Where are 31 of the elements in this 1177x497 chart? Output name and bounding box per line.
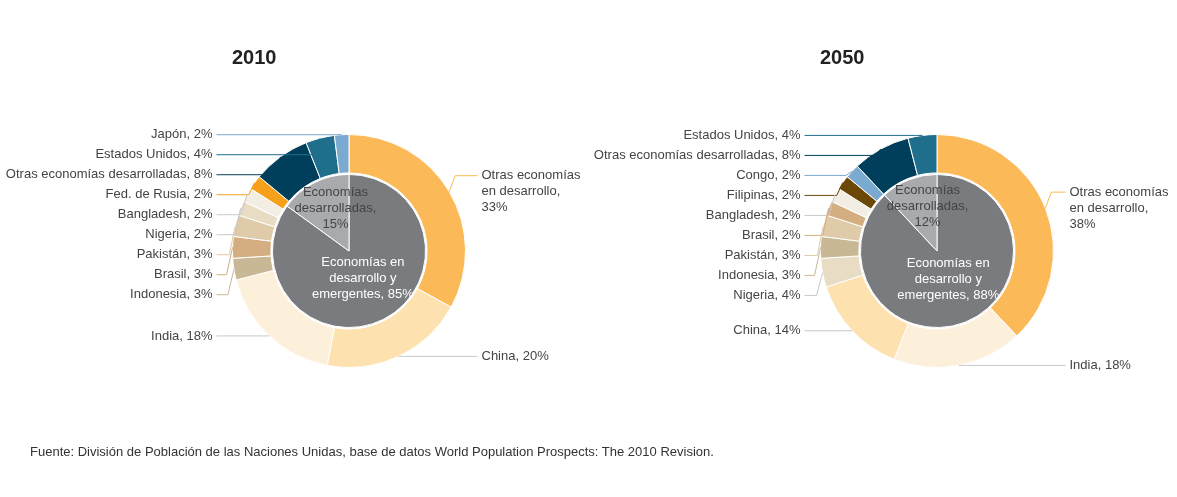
slice-label: Fed. de Rusia, 2% <box>105 186 213 202</box>
slice-label: Estados Unidos, 4% <box>95 146 213 162</box>
slice-label: Indonesia, 3% <box>130 286 213 302</box>
slice-label: Economías desarrolladas, 12% <box>886 182 969 230</box>
slice-label: India, 18% <box>151 327 213 343</box>
slice-label: Bangladesh, 2% <box>705 207 801 222</box>
chart-title: 2050 <box>820 45 865 68</box>
slice-label: Economías desarrolladas, 15% <box>294 184 377 232</box>
slice-label: Japón, 2% <box>151 126 213 142</box>
legend-label: Otras economías en desarrollo, 33% <box>481 167 581 215</box>
slice-label: Estados Unidos, 4% <box>683 127 801 142</box>
slice-label: Economías en desarrollo y emergentes, 85% <box>311 253 415 301</box>
slice-label: Economías en desarrollo y emergentes, 88% <box>897 255 1000 303</box>
slice-label: Nigeria, 2% <box>145 226 213 242</box>
slice-label: China, 20% <box>481 347 550 363</box>
slice-label: Congo, 2% <box>736 167 801 182</box>
slice-label: Nigeria, 4% <box>733 287 801 302</box>
slice-label: Pakistán, 3% <box>724 247 801 262</box>
chart-title: 2010 <box>232 45 277 68</box>
slice-label: Brasil, 2% <box>741 227 801 242</box>
slice-label: Filipinas, 2% <box>726 187 801 202</box>
slice-label: China, 14% <box>733 322 801 338</box>
slice-label: Otras economías en desarrollo, 38% <box>1069 183 1169 231</box>
slice-label: Otras economías desarrolladas, 8% <box>5 166 213 182</box>
slice-label: Pakistán, 3% <box>136 246 213 262</box>
slice-label: Brasil, 3% <box>153 266 213 282</box>
slice-label: Otras economías desarrolladas, 8% <box>593 147 801 162</box>
source-note: Fuente: División de Población de las Naciones Unidas, base de datos World Population Prospects: The 2010 Revision. <box>30 444 715 459</box>
slice-label: Bangladesh, 2% <box>117 206 213 222</box>
slice-label: India, 18% <box>1069 357 1132 373</box>
slice-label: Indonesia, 3% <box>718 267 801 282</box>
